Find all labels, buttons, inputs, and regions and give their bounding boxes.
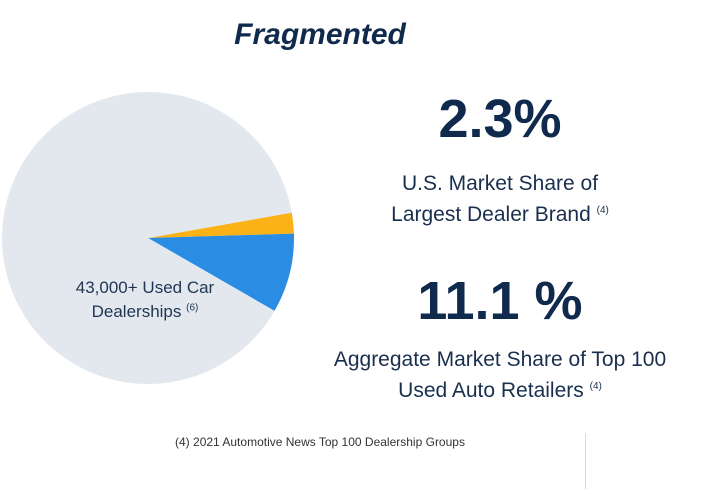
pie-slice-top100-rest (148, 233, 294, 311)
footnote: (4) 2021 Automotive News Top 100 Dealers… (175, 435, 465, 449)
page-title: Fragmented (234, 18, 406, 51)
footnote-ref: (6) (186, 302, 199, 314)
pie-label-line2: Dealerships (6) (91, 302, 199, 321)
pie-slice-other-dealers (2, 91, 292, 384)
pie-label: 43,000+ Used Car (75, 278, 215, 297)
stat-desc-largest-brand: U.S. Market Share of (401, 172, 599, 195)
footnote-ref: (4) (589, 381, 602, 392)
stat-desc-top100: Aggregate Market Share of Top 100 (333, 348, 667, 371)
divider (585, 433, 586, 489)
stat-value-largest-brand: 2.3% (438, 89, 562, 149)
stat-desc-largest-brand-line2: Largest Dealer Brand (4) (391, 203, 609, 226)
footnote-ref: (4) (596, 205, 609, 216)
stat-value-top100: 11.1 % (417, 271, 583, 331)
pie-slice-largest-brand (148, 212, 294, 238)
stat-desc-top100-line2: Used Auto Retailers (4) (398, 379, 602, 402)
